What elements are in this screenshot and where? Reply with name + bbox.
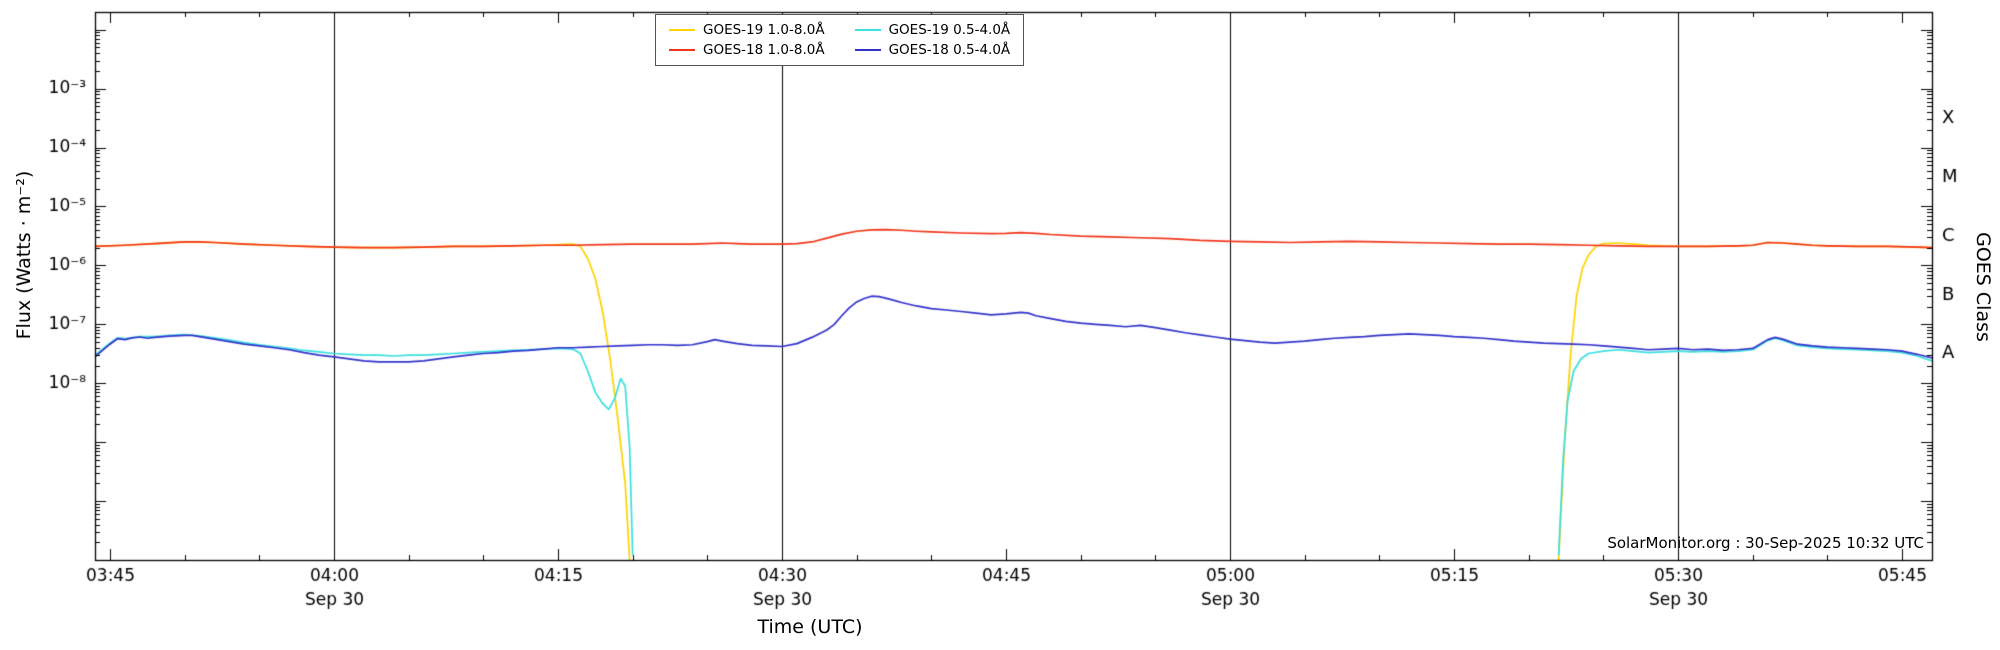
legend: GOES-19 1.0-8.0Å GOES-18 1.0-8.0Å GOES-1… xyxy=(655,14,1025,66)
solarmonitor-annotation: SolarMonitor.org : 30-Sep-2025 10:32 UTC xyxy=(1607,534,1924,552)
y-axis-title: Flux (Watts · m⁻²) xyxy=(13,170,35,340)
goes18-short-swatch-icon xyxy=(854,49,881,51)
legend-item-goes19-short: GOES-19 0.5-4.0Å xyxy=(854,22,1011,38)
x-axis-title: Time (UTC) xyxy=(757,616,863,638)
legend-item-goes19-long: GOES-19 1.0-8.0Å xyxy=(669,22,825,38)
legend-label: GOES-19 0.5-4.0Å xyxy=(888,22,1011,38)
right-axis-title: GOES Class xyxy=(1972,232,1994,342)
goes19-long-swatch-icon xyxy=(669,29,695,31)
legend-label: GOES-18 1.0-8.0Å xyxy=(703,42,825,58)
goes19-short-swatch-icon xyxy=(854,29,881,31)
legend-item-goes18-long: GOES-18 1.0-8.0Å xyxy=(669,42,825,58)
legend-item-goes18-short: GOES-18 0.5-4.0Å xyxy=(854,42,1011,58)
legend-label: GOES-18 0.5-4.0Å xyxy=(888,42,1011,58)
goes18-long-swatch-icon xyxy=(669,49,695,51)
legend-label: GOES-19 1.0-8.0Å xyxy=(703,22,825,38)
